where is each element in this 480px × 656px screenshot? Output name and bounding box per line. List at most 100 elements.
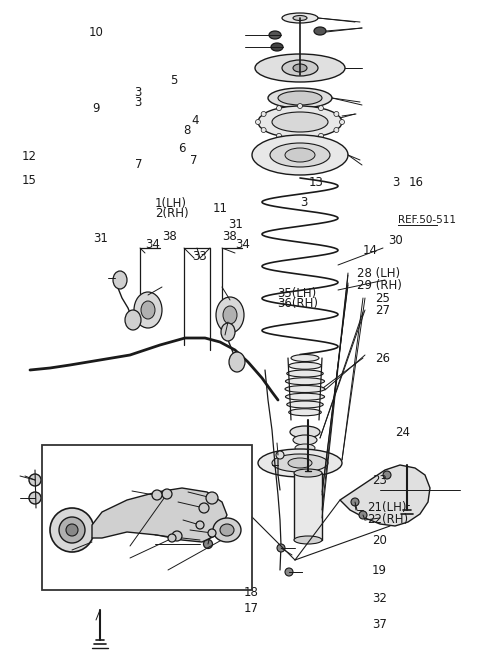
Ellipse shape xyxy=(278,91,322,105)
Circle shape xyxy=(334,127,339,133)
Text: 35(LH): 35(LH) xyxy=(277,287,316,300)
Circle shape xyxy=(339,119,345,125)
Circle shape xyxy=(206,492,218,504)
Text: 20: 20 xyxy=(372,535,387,548)
Circle shape xyxy=(204,539,213,548)
Ellipse shape xyxy=(282,13,318,23)
Text: 31: 31 xyxy=(228,218,243,230)
Text: 27: 27 xyxy=(375,304,390,318)
Circle shape xyxy=(359,511,367,519)
Ellipse shape xyxy=(288,458,312,468)
Circle shape xyxy=(261,112,266,117)
Ellipse shape xyxy=(293,16,307,20)
Circle shape xyxy=(255,119,261,125)
Circle shape xyxy=(276,133,281,138)
Ellipse shape xyxy=(66,524,78,536)
Text: 17: 17 xyxy=(244,602,259,615)
Text: 33: 33 xyxy=(192,251,207,264)
Text: 34: 34 xyxy=(235,239,250,251)
Text: REF.50-511: REF.50-511 xyxy=(398,215,456,225)
Ellipse shape xyxy=(268,88,332,108)
Circle shape xyxy=(199,503,209,513)
Text: 8: 8 xyxy=(183,125,191,138)
Text: 15: 15 xyxy=(22,173,37,186)
Text: 4: 4 xyxy=(191,113,199,127)
Ellipse shape xyxy=(288,362,321,369)
Ellipse shape xyxy=(220,524,234,536)
Circle shape xyxy=(319,133,324,138)
Circle shape xyxy=(29,474,41,486)
Circle shape xyxy=(208,529,216,537)
Text: 3: 3 xyxy=(134,96,142,110)
Ellipse shape xyxy=(216,297,244,333)
Circle shape xyxy=(276,451,284,459)
Bar xyxy=(42,445,252,590)
Text: 14: 14 xyxy=(363,245,378,258)
Ellipse shape xyxy=(134,292,162,328)
Ellipse shape xyxy=(271,43,283,51)
Polygon shape xyxy=(92,488,227,542)
Circle shape xyxy=(261,127,266,133)
Text: 16: 16 xyxy=(409,176,424,190)
Text: 3: 3 xyxy=(392,176,399,190)
Ellipse shape xyxy=(125,310,141,330)
Ellipse shape xyxy=(294,536,322,544)
Circle shape xyxy=(29,492,41,504)
Bar xyxy=(294,473,322,540)
Circle shape xyxy=(276,106,281,111)
Circle shape xyxy=(319,106,324,111)
Ellipse shape xyxy=(288,409,321,416)
Text: 13: 13 xyxy=(309,176,324,190)
Ellipse shape xyxy=(286,378,324,385)
Ellipse shape xyxy=(213,518,241,542)
Text: 28 (LH): 28 (LH) xyxy=(357,266,400,279)
Ellipse shape xyxy=(287,370,323,377)
Ellipse shape xyxy=(59,517,85,543)
Text: 7: 7 xyxy=(190,155,197,167)
Text: 34: 34 xyxy=(145,239,160,251)
Circle shape xyxy=(298,136,302,140)
Ellipse shape xyxy=(258,106,342,138)
Circle shape xyxy=(196,521,204,529)
Text: 31: 31 xyxy=(93,232,108,245)
Text: 38: 38 xyxy=(222,230,237,243)
Ellipse shape xyxy=(258,449,342,477)
Circle shape xyxy=(277,544,285,552)
Ellipse shape xyxy=(294,469,322,477)
Ellipse shape xyxy=(290,426,320,438)
Text: 38: 38 xyxy=(162,230,177,243)
Ellipse shape xyxy=(295,444,315,452)
Text: 23: 23 xyxy=(372,474,387,487)
Ellipse shape xyxy=(286,393,324,400)
Ellipse shape xyxy=(287,401,323,408)
Text: 26: 26 xyxy=(375,352,390,365)
Ellipse shape xyxy=(269,31,281,39)
Text: 36(RH): 36(RH) xyxy=(277,298,318,310)
Circle shape xyxy=(162,489,172,499)
Text: 30: 30 xyxy=(388,234,403,247)
Ellipse shape xyxy=(270,143,330,167)
Circle shape xyxy=(285,568,293,576)
Ellipse shape xyxy=(255,54,345,82)
Text: 25: 25 xyxy=(375,291,390,304)
Ellipse shape xyxy=(141,301,155,319)
Ellipse shape xyxy=(282,60,318,76)
Text: 21(LH): 21(LH) xyxy=(367,501,407,514)
Text: 3: 3 xyxy=(300,195,307,209)
Text: 3: 3 xyxy=(134,87,142,100)
Ellipse shape xyxy=(291,354,319,361)
Ellipse shape xyxy=(113,271,127,289)
Text: 5: 5 xyxy=(170,73,178,87)
Text: 10: 10 xyxy=(89,26,104,39)
Text: 24: 24 xyxy=(395,426,410,438)
Ellipse shape xyxy=(314,27,326,35)
Ellipse shape xyxy=(272,454,328,472)
Circle shape xyxy=(298,104,302,108)
Ellipse shape xyxy=(252,135,348,175)
Circle shape xyxy=(168,534,176,542)
Ellipse shape xyxy=(223,306,237,324)
Text: 18: 18 xyxy=(244,586,259,598)
Ellipse shape xyxy=(293,64,307,72)
Circle shape xyxy=(383,471,391,479)
Text: 12: 12 xyxy=(22,150,37,163)
